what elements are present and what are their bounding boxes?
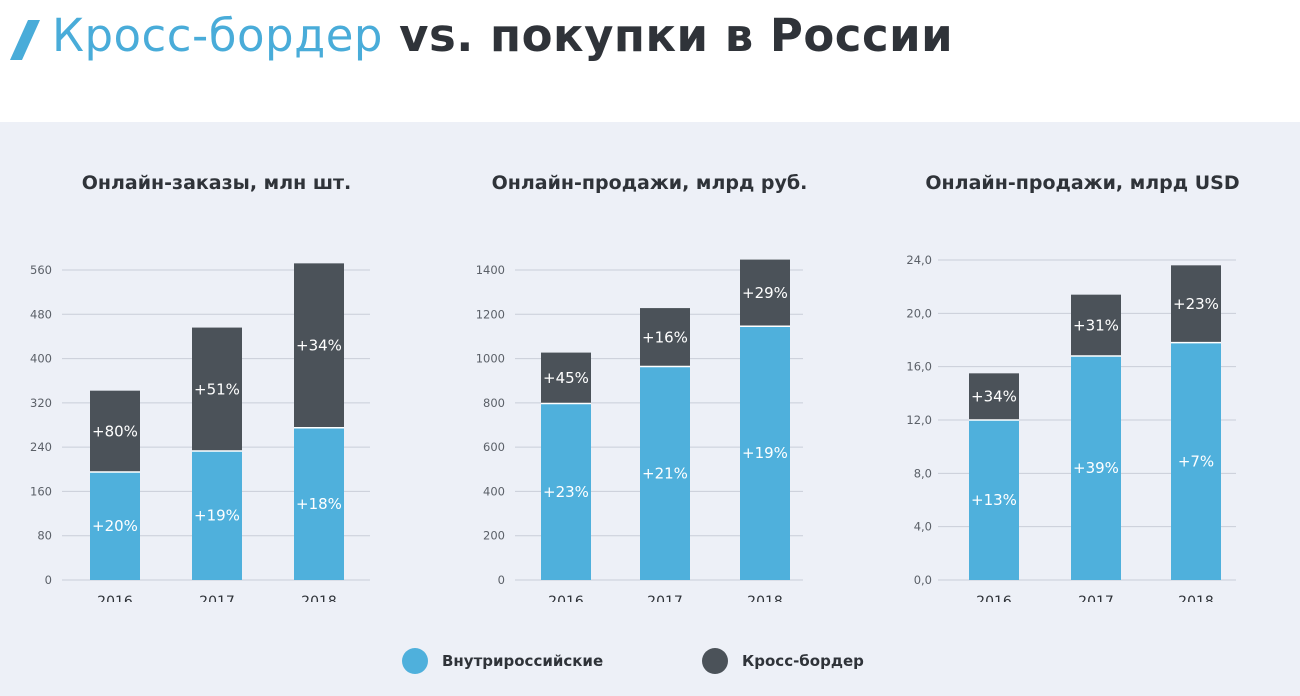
x-tick-label: 2016	[548, 594, 584, 602]
bar-label-domestic: +7%	[1178, 452, 1214, 470]
y-tick-label: 0	[498, 573, 505, 587]
y-tick-label: 320	[30, 396, 52, 410]
bar-crossborder	[90, 390, 140, 473]
bar-label-domestic: +18%	[296, 495, 342, 513]
y-tick-label: 480	[30, 307, 52, 321]
y-tick-label: 800	[483, 396, 505, 410]
bar-crossborder	[1071, 294, 1121, 356]
y-tick-label: 600	[483, 440, 505, 454]
bar-domestic	[1171, 342, 1221, 580]
chart-svg: 0,0 4,0 8,0 12,0 16,0 20,0 24,0 +13% +34% 2016 +39…	[906, 253, 1236, 602]
y-tick-label: 160	[30, 484, 52, 498]
bar-crossborder	[740, 259, 790, 327]
y-tick-label: 4,0	[914, 520, 932, 534]
bar-domestic	[969, 420, 1019, 580]
legend-item-crossborder: Кросс-бордер	[702, 646, 864, 676]
y-tick-label: 240	[30, 440, 52, 454]
bar-domestic	[1071, 356, 1121, 580]
charts-panel: Онлайн-заказы, млн шт. 0 80 160 240 320 400 48…	[0, 122, 1300, 696]
bar-label-crossborder: +31%	[1073, 316, 1119, 334]
x-tick-label: 2017	[199, 594, 235, 602]
y-tick-label: 200	[483, 529, 505, 543]
chart-svg: 0 200 400 600 800 1000 1200 1400 +23% +45% 2016 +21…	[476, 259, 803, 602]
chart-title: Онлайн-заказы, млн шт.	[81, 172, 352, 194]
legend-swatch-crossborder	[702, 648, 728, 674]
y-tick-label: 400	[483, 484, 505, 498]
chart-title: Онлайн-продажи, млрд руб.	[491, 172, 808, 194]
bar-domestic	[294, 427, 344, 580]
bar-crossborder	[294, 263, 344, 428]
y-tick-label: 24,0	[906, 253, 932, 267]
page-title-accent: Кросс-бордер	[52, 9, 383, 62]
x-tick-label: 2018	[747, 594, 783, 602]
bar-label-domestic: +13%	[971, 491, 1017, 509]
legend-label-crossborder: Кросс-бордер	[742, 652, 864, 670]
bar-label-domestic: +19%	[742, 444, 788, 462]
bar-crossborder	[640, 308, 690, 367]
legend: Внутрироссийские Кросс-бордер	[0, 646, 1300, 676]
y-tick-label: 1200	[476, 307, 505, 321]
chart-svg: 0 80 160 240 320 400 480 560 +20% +80% 2016 +19% +51…	[30, 263, 370, 602]
bar-crossborder	[1171, 265, 1221, 343]
legend-swatch-domestic	[402, 648, 428, 674]
bar-crossborder	[541, 352, 591, 404]
bar-label-crossborder: +45%	[543, 369, 589, 387]
bar-label-crossborder: +29%	[742, 284, 788, 302]
bar-label-crossborder: +23%	[1173, 295, 1219, 313]
bar-crossborder	[192, 327, 242, 452]
y-tick-label: 8,0	[914, 466, 932, 480]
bar-label-domestic: +20%	[92, 517, 138, 535]
page-title-rest: vs. покупки в России	[382, 9, 954, 62]
x-tick-label: 2016	[976, 594, 1012, 602]
y-tick-label: 12,0	[906, 413, 932, 427]
bar-label-domestic: +21%	[642, 464, 688, 482]
slash-logo-icon	[10, 20, 40, 60]
y-tick-label: 1000	[476, 352, 505, 366]
header: Кросс-бордер vs. покупки в России	[0, 0, 1300, 122]
y-tick-label: 16,0	[906, 360, 932, 374]
y-tick-label: 560	[30, 263, 52, 277]
bar-domestic	[740, 326, 790, 580]
bar-label-domestic: +23%	[543, 483, 589, 501]
x-tick-label: 2018	[301, 594, 337, 602]
y-tick-label: 20,0	[906, 306, 932, 320]
bar-label-crossborder: +34%	[296, 337, 342, 355]
y-tick-label: 0,0	[914, 573, 932, 587]
bar-domestic	[192, 451, 242, 580]
page-title: Кросс-бордер vs. покупки в России	[52, 6, 953, 66]
bar-domestic	[640, 366, 690, 580]
bar-label-crossborder: +16%	[642, 328, 688, 346]
bar-label-domestic: +39%	[1073, 459, 1119, 477]
y-tick-label: 80	[37, 529, 52, 543]
chart-title: Онлайн-продажи, млрд USD	[925, 172, 1240, 194]
x-tick-label: 2017	[1078, 594, 1114, 602]
chart-sales-rub: Онлайн-продажи, млрд руб. 0 200 400 600 800 1…	[433, 122, 866, 602]
chart-sales-usd: Онлайн-продажи, млрд USD 0,0 4,0 8,0 12,0 16…	[866, 122, 1299, 602]
x-tick-label: 2018	[1178, 594, 1214, 602]
y-tick-label: 1400	[476, 263, 505, 277]
chart-orders: Онлайн-заказы, млн шт. 0 80 160 240 320 400 48…	[0, 122, 433, 602]
bar-domestic	[90, 472, 140, 580]
bar-label-domestic: +19%	[194, 507, 240, 525]
bar-label-crossborder: +34%	[971, 388, 1017, 406]
bar-domestic	[541, 403, 591, 580]
x-tick-label: 2017	[647, 594, 683, 602]
legend-label-domestic: Внутрироссийские	[442, 652, 604, 670]
bar-label-crossborder: +80%	[92, 422, 138, 440]
x-tick-label: 2016	[97, 594, 133, 602]
y-tick-label: 400	[30, 352, 52, 366]
bar-crossborder	[969, 373, 1019, 420]
y-tick-label: 0	[45, 573, 52, 587]
bar-label-crossborder: +51%	[194, 380, 240, 398]
legend-item-domestic: Внутрироссийские	[402, 646, 603, 676]
